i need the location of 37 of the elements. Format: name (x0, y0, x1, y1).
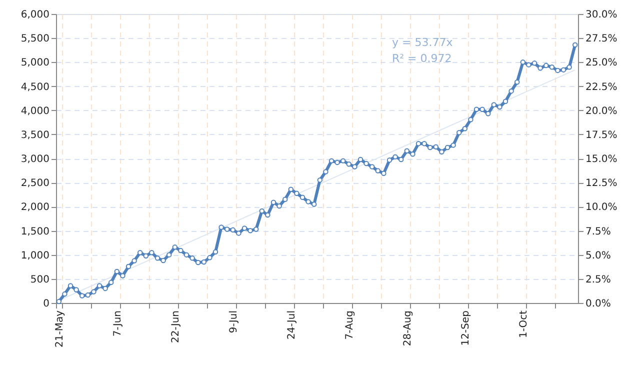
y2-tick-label: 25.0% (586, 58, 618, 69)
annotation: y = 53.77x (392, 36, 454, 49)
y-tick-label: 5,500 (20, 34, 50, 45)
y2-tick-label: 20.0% (586, 106, 618, 117)
y2-tick-label: 2.5% (586, 274, 611, 286)
x-tick-label: 1-Oct (518, 310, 530, 338)
y-tick-label: 6,000 (20, 10, 50, 20)
y-tick-label: 3,500 (20, 130, 50, 141)
y2-tick-label: 5.0% (586, 250, 611, 262)
x-tick-label: 12-Sep (460, 310, 472, 346)
y2-tick-label: 10.0% (586, 202, 618, 214)
y-tick-label: 1,500 (20, 226, 50, 238)
y-tick-label: 4,500 (20, 82, 50, 93)
y-tick-label: 2,000 (20, 202, 50, 214)
y2-tick-label: 12.5% (586, 178, 618, 190)
y2-tick-label: 15.0% (586, 154, 618, 165)
y2-tick-label: 17.5% (586, 130, 618, 141)
y2-tick-label: 0.0% (586, 298, 611, 310)
y2-tick-label: 22.5% (586, 82, 618, 93)
y-tick-label: 3,000 (20, 154, 50, 165)
y-tick-label: 1,000 (20, 250, 50, 262)
x-tick-label: 22-Jun (170, 310, 182, 344)
x-tick-label: 9-Jul (228, 310, 240, 334)
x-tick-label: 7-Aug (344, 310, 356, 340)
annotation: R² = 0.972 (392, 52, 452, 65)
y-tick-label: 0 (43, 298, 50, 310)
y2-tick-label: 30.0% (586, 10, 618, 20)
x-tick-label: 24-Jul (286, 310, 298, 340)
y-tick-label: 4,000 (20, 106, 50, 117)
x-tick-label: 21-May (54, 310, 66, 348)
x-tick-label: 7-Jun (112, 310, 124, 337)
y-tick-label: 2,500 (20, 178, 50, 190)
x-tick-label: 28-Aug (402, 310, 414, 346)
y2-tick-label: 27.5% (586, 34, 618, 45)
y-tick-label: 500 (30, 274, 50, 286)
y2-tick-label: 7.5% (586, 226, 611, 238)
y-tick-label: 5,000 (20, 58, 50, 69)
